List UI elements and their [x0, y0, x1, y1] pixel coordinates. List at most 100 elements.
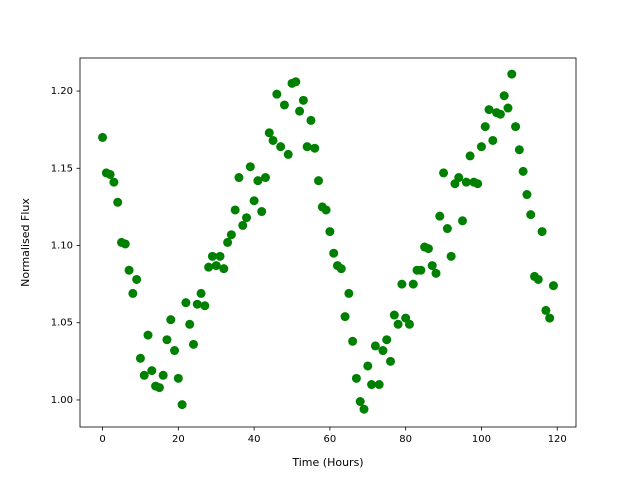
data-point	[541, 305, 551, 315]
data-point	[518, 166, 528, 176]
data-point	[192, 299, 202, 309]
data-point	[234, 173, 244, 183]
data-point	[188, 339, 198, 349]
data-point	[170, 346, 180, 356]
data-point	[223, 237, 233, 247]
data-point	[128, 288, 138, 298]
data-point	[495, 109, 505, 119]
data-point	[439, 168, 449, 178]
data-point	[135, 353, 145, 363]
data-point	[113, 197, 123, 207]
data-point	[196, 288, 206, 298]
y-axis-label: Normalised Flux	[19, 198, 32, 287]
data-point	[397, 279, 407, 289]
x-tick-label: 40	[248, 434, 261, 445]
data-point	[329, 248, 339, 258]
data-point	[359, 404, 369, 414]
data-point	[143, 330, 153, 340]
data-point	[219, 264, 229, 274]
data-point	[257, 207, 267, 217]
data-point	[109, 177, 119, 187]
data-point	[173, 373, 183, 383]
data-point	[442, 224, 452, 234]
data-point	[310, 143, 320, 153]
data-point	[393, 319, 403, 329]
data-point	[340, 312, 350, 322]
axes-frame	[79, 57, 577, 428]
x-tick-label: 80	[399, 434, 412, 445]
data-point	[207, 251, 217, 261]
data-point	[298, 95, 308, 105]
data-point	[355, 397, 365, 407]
data-point	[476, 142, 486, 152]
x-tick-label: 0	[99, 434, 105, 445]
data-point	[465, 151, 475, 161]
data-point	[211, 261, 221, 271]
data-point	[177, 400, 187, 410]
data-point	[321, 205, 331, 215]
data-point	[132, 274, 142, 284]
data-point	[363, 361, 373, 371]
data-point	[306, 115, 316, 125]
data-point	[264, 128, 274, 138]
data-point	[272, 89, 282, 99]
data-point	[253, 176, 263, 186]
data-point	[533, 274, 543, 284]
data-point	[166, 315, 176, 325]
data-point	[204, 262, 214, 272]
data-point	[260, 173, 270, 183]
data-point	[242, 213, 252, 223]
data-point	[507, 69, 517, 79]
data-point	[484, 105, 494, 115]
data-point	[435, 211, 445, 221]
data-point	[514, 145, 524, 155]
data-point	[423, 244, 433, 254]
y-tick-label: 1.10	[51, 241, 73, 252]
data-point	[488, 135, 498, 145]
data-point	[408, 279, 418, 289]
data-point	[461, 177, 471, 187]
data-point	[325, 227, 335, 237]
data-point	[545, 313, 555, 323]
y-tick-label: 1.00	[51, 395, 73, 406]
data-point	[249, 196, 259, 206]
data-point	[336, 264, 346, 274]
data-point	[268, 135, 278, 145]
data-point	[291, 77, 301, 87]
data-point	[283, 149, 293, 159]
data-point	[139, 370, 149, 380]
data-point	[537, 227, 547, 237]
data-point	[230, 205, 240, 215]
data-point	[226, 230, 236, 240]
x-tick-label: 60	[324, 434, 337, 445]
data-point	[348, 336, 358, 346]
data-point	[389, 310, 399, 320]
data-point	[446, 251, 456, 261]
data-point	[416, 265, 426, 275]
data-point	[367, 380, 377, 390]
data-point	[120, 239, 130, 249]
data-point	[386, 356, 396, 366]
x-tick-label: 100	[472, 434, 491, 445]
data-point	[185, 319, 195, 329]
data-point	[548, 281, 558, 291]
data-point	[431, 268, 441, 278]
data-point	[404, 319, 414, 329]
data-point	[314, 176, 324, 186]
data-point	[200, 301, 210, 311]
data-point	[344, 288, 354, 298]
data-point	[374, 380, 384, 390]
data-point	[245, 162, 255, 172]
data-point	[458, 216, 468, 226]
data-point	[351, 373, 361, 383]
data-point	[522, 190, 532, 200]
data-point	[511, 122, 521, 132]
data-point	[158, 370, 168, 380]
data-point	[276, 142, 286, 152]
data-point	[279, 100, 289, 110]
x-axis-label: Time (Hours)	[291, 456, 363, 469]
data-point	[370, 341, 380, 351]
data-point	[526, 210, 536, 220]
data-point	[105, 169, 115, 179]
